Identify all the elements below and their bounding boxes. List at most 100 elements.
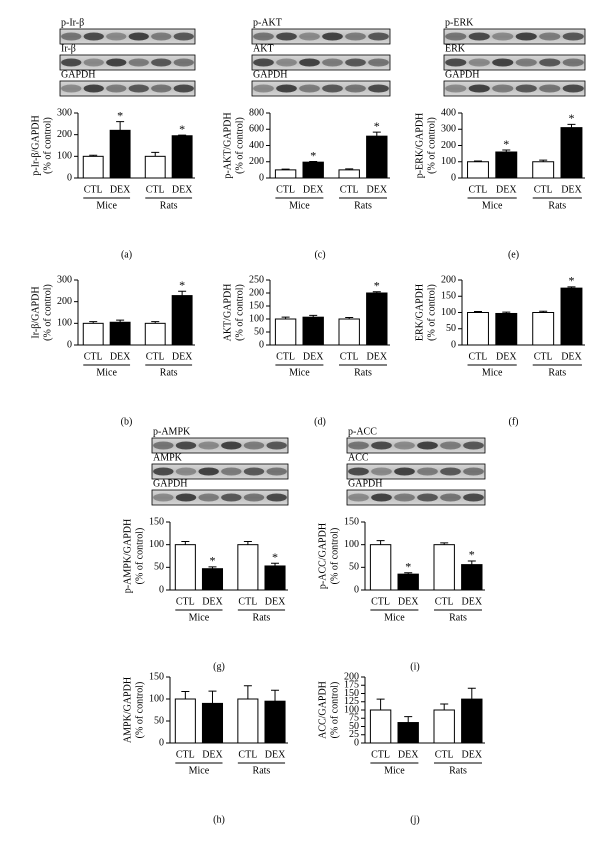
blot-band <box>445 58 467 67</box>
y-tick-label: 0 <box>67 339 72 350</box>
bar <box>171 135 193 179</box>
error-bar <box>116 319 125 323</box>
blot-band <box>61 58 82 67</box>
x-tick-label: DEX <box>496 184 517 195</box>
bar <box>201 702 224 744</box>
blot-band <box>368 84 389 93</box>
y-tick-label: 50 <box>349 562 359 573</box>
blot-band <box>445 32 467 41</box>
y-tick-label: 250 <box>249 274 264 285</box>
blot-band <box>468 58 490 67</box>
blot-band <box>153 467 174 476</box>
blot-band <box>440 493 461 502</box>
error-bar <box>567 123 576 128</box>
blot-label: GAPDH <box>153 478 187 489</box>
significance-marker: * <box>405 560 411 574</box>
blot-band <box>151 84 172 93</box>
y-tick-label: 100 <box>57 151 72 162</box>
y-tick-label: 100 <box>149 693 164 704</box>
group-label: Mice <box>96 367 117 378</box>
error-bar <box>376 698 385 710</box>
y-tick-label: 0 <box>354 737 359 748</box>
x-tick-label: DEX <box>303 184 324 195</box>
y-axis-label: (% of control) <box>329 528 340 585</box>
blot-band <box>175 493 197 502</box>
bar <box>237 698 259 744</box>
blot-band <box>417 493 438 502</box>
y-axis-label: (% of control) <box>234 117 245 174</box>
y-tick-label: 150 <box>149 516 164 527</box>
error-bar <box>243 540 252 545</box>
error-bar <box>116 121 125 131</box>
blot-band <box>243 441 265 450</box>
blot-band <box>562 58 584 67</box>
y-tick-label: 75 <box>349 713 359 724</box>
error-bar <box>372 291 381 293</box>
significance-marker: * <box>272 550 278 564</box>
x-tick-label: DEX <box>398 749 419 760</box>
error-bar <box>502 149 511 152</box>
blot-band <box>345 84 366 93</box>
blot-band <box>198 467 219 476</box>
y-tick-label: 200 <box>57 296 72 307</box>
bar <box>144 155 166 179</box>
bar <box>109 129 131 179</box>
y-tick-label: 800 <box>249 107 264 118</box>
y-tick-label: 100 <box>441 307 456 318</box>
significance-marker: * <box>568 111 574 125</box>
group-label: Mice <box>289 200 310 211</box>
blot-band <box>153 493 174 502</box>
blot-band <box>276 58 297 67</box>
y-tick-label: 200 <box>344 671 359 682</box>
blot-band <box>221 493 242 502</box>
blot-label: GAPDH <box>253 69 287 80</box>
significance-marker: * <box>568 274 574 288</box>
x-tick-label: DEX <box>202 596 223 607</box>
x-tick-label: CTL <box>469 351 488 362</box>
x-tick-label: CTL <box>176 749 195 760</box>
bar <box>366 135 388 179</box>
blot-band <box>345 58 366 67</box>
blot-band <box>322 84 343 93</box>
y-tick-label: 0 <box>67 172 72 183</box>
error-bar <box>309 314 318 318</box>
blot-band <box>153 441 174 450</box>
error-bar <box>539 159 548 162</box>
x-tick-label: CTL <box>238 596 257 607</box>
panel-label: (f) <box>509 416 519 427</box>
bar <box>302 316 324 346</box>
blot-band <box>221 467 242 476</box>
bar <box>397 573 419 591</box>
blot-band <box>299 32 320 41</box>
y-axis-label: p-ACC/GAPDH <box>317 523 328 589</box>
panel-label: (d) <box>314 416 326 427</box>
x-tick-label: CTL <box>84 184 103 195</box>
error-bar <box>502 311 511 314</box>
bar <box>82 155 104 179</box>
x-tick-label: CTL <box>146 351 165 362</box>
blot-band <box>299 84 320 93</box>
blot-band <box>61 84 82 93</box>
error-bar <box>467 687 476 700</box>
y-tick-label: 150 <box>149 671 164 682</box>
error-bar <box>372 131 381 137</box>
blot-band <box>175 441 197 450</box>
y-tick-label: 0 <box>159 737 164 748</box>
bar <box>144 322 166 346</box>
bar <box>433 709 455 744</box>
blot-band <box>348 493 369 502</box>
x-tick-label: DEX <box>303 351 324 362</box>
bar <box>560 127 583 179</box>
error-bar <box>178 290 187 296</box>
x-tick-label: CTL <box>435 596 454 607</box>
y-axis-label: (% of control) <box>42 284 53 341</box>
y-axis-label: (% of control) <box>134 528 145 585</box>
panel-label: (c) <box>314 249 325 260</box>
bar <box>302 161 324 179</box>
y-tick-label: 150 <box>344 688 359 699</box>
y-axis-label: AKT/GAPDH <box>222 284 233 342</box>
y-axis-label: Ir-β/GAPDH <box>30 286 41 338</box>
error-bar <box>271 689 280 702</box>
y-tick-label: 50 <box>154 562 164 573</box>
blot-label: GAPDH <box>445 69 479 80</box>
